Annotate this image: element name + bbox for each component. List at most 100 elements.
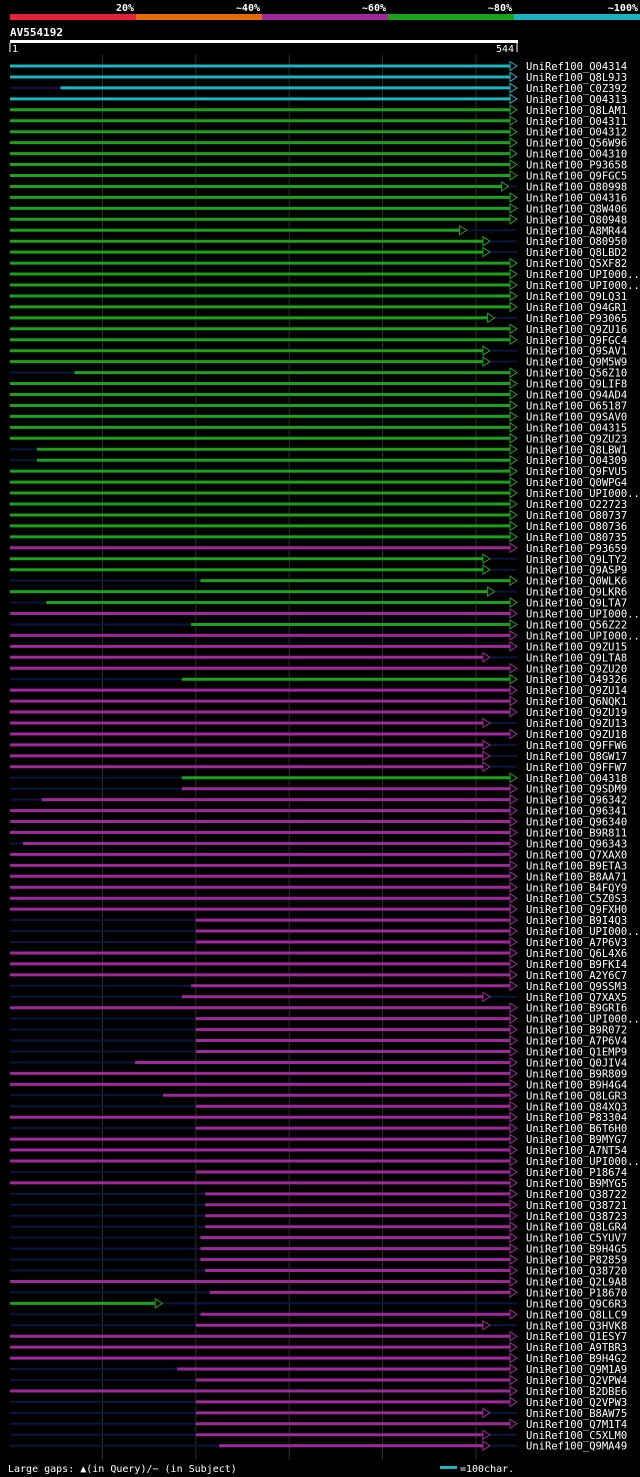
hit-row[interactable]: UniRef100_A2Y6C7 — [10, 969, 627, 982]
hit-label[interactable]: UniRef100_UPI000.. — [526, 1014, 640, 1026]
hit-row[interactable]: UniRef100_UPI000.. — [10, 1155, 640, 1168]
hit-row[interactable]: UniRef100_A9TBR3 — [10, 1341, 627, 1354]
hit-label[interactable]: UniRef100_Q8GW17 — [526, 751, 627, 763]
hit-label[interactable]: UniRef100_O04309 — [526, 455, 627, 467]
hit-row[interactable]: UniRef100_UPI000.. — [10, 268, 640, 281]
hit-label[interactable]: UniRef100_O80737 — [526, 510, 627, 522]
hit-label[interactable]: UniRef100_Q38722 — [526, 1189, 627, 1201]
hit-label[interactable]: UniRef100_C5XLM0 — [526, 1430, 627, 1442]
hit-row[interactable]: UniRef100_Q9C6R3 — [10, 1297, 627, 1310]
hit-label[interactable]: UniRef100_B2DBE6 — [526, 1386, 627, 1398]
hit-label[interactable]: UniRef100_B9GRI6 — [526, 1003, 627, 1015]
hit-row[interactable]: UniRef100_B9FKI4 — [10, 958, 627, 971]
hit-label[interactable]: UniRef100_Q9ZU15 — [526, 641, 627, 653]
hit-row[interactable]: UniRef100_Q0WPG4 — [10, 476, 627, 489]
hit-label[interactable]: UniRef100_Q6NQK1 — [526, 696, 627, 708]
hit-label[interactable]: UniRef100_Q7XAX0 — [526, 849, 627, 861]
hit-row[interactable]: UniRef100_O04313 — [10, 93, 627, 106]
hit-row[interactable]: UniRef100_Q5XF82 — [10, 257, 627, 270]
hit-row[interactable]: UniRef100_B9H4G2 — [10, 1352, 627, 1365]
hit-row[interactable]: UniRef100_O04318 — [10, 772, 627, 785]
hit-label[interactable]: UniRef100_O04310 — [526, 149, 627, 161]
hit-row[interactable]: UniRef100_Q9LTA8 — [10, 651, 627, 664]
hit-row[interactable]: UniRef100_P93658 — [10, 159, 627, 172]
hit-label[interactable]: UniRef100_Q9LQ31 — [526, 291, 627, 303]
hit-row[interactable]: UniRef100_A7P6V4 — [10, 1035, 627, 1048]
hit-label[interactable]: UniRef100_O04314 — [526, 61, 627, 73]
hit-row[interactable]: UniRef100_O80948 — [10, 213, 627, 226]
hit-label[interactable]: UniRef100_Q56Z22 — [526, 619, 627, 631]
hit-row[interactable]: UniRef100_C0Z392 — [10, 82, 627, 95]
hit-row[interactable]: UniRef100_O80737 — [10, 509, 627, 522]
hit-row[interactable]: UniRef100_Q3HVK8 — [10, 1319, 627, 1332]
hit-row[interactable]: UniRef100_P18670 — [10, 1286, 627, 1299]
hit-row[interactable]: UniRef100_Q7XAX0 — [10, 848, 627, 861]
hit-row[interactable]: UniRef100_Q56Z10 — [10, 367, 627, 380]
hit-row[interactable]: UniRef100_Q9FFW7 — [10, 761, 627, 774]
hit-label[interactable]: UniRef100_Q8LLC9 — [526, 1309, 627, 1321]
hit-row[interactable]: UniRef100_Q56W96 — [10, 137, 627, 150]
hit-label[interactable]: UniRef100_UPI000.. — [526, 630, 640, 642]
hit-row[interactable]: UniRef100_B8AA71 — [10, 870, 627, 883]
hit-label[interactable]: UniRef100_Q9ZU14 — [526, 685, 627, 697]
hit-row[interactable]: UniRef100_B2DBE6 — [10, 1385, 627, 1398]
hit-row[interactable]: UniRef100_O80736 — [10, 520, 627, 533]
hit-label[interactable]: UniRef100_P93065 — [526, 313, 627, 325]
hit-row[interactable]: UniRef100_Q7M1T4 — [10, 1418, 627, 1431]
hit-label[interactable]: UniRef100_Q9SDM9 — [526, 784, 627, 796]
hit-row[interactable]: UniRef100_O04316 — [10, 191, 627, 204]
hit-label[interactable]: UniRef100_Q9SAV0 — [526, 411, 627, 423]
hit-row[interactable]: UniRef100_Q9M1A9 — [10, 1363, 627, 1376]
hit-label[interactable]: UniRef100_Q8LGR3 — [526, 1090, 627, 1102]
hit-label[interactable]: UniRef100_B8AA71 — [526, 871, 627, 883]
hit-row[interactable]: UniRef100_Q84XQ3 — [10, 1100, 627, 1113]
hit-row[interactable]: UniRef100_B9ETA3 — [10, 859, 627, 872]
hit-row[interactable]: UniRef100_Q2VPW4 — [10, 1374, 627, 1387]
hit-label[interactable]: UniRef100_Q96342 — [526, 795, 627, 807]
hit-row[interactable]: UniRef100_B9R809 — [10, 1067, 627, 1080]
hit-label[interactable]: UniRef100_B9ETA3 — [526, 860, 627, 872]
hit-label[interactable]: UniRef100_Q84XQ3 — [526, 1101, 627, 1113]
hit-label[interactable]: UniRef100_P93658 — [526, 160, 627, 172]
hit-row[interactable]: UniRef100_B8AW75 — [10, 1407, 627, 1420]
hit-label[interactable]: UniRef100_O80736 — [526, 521, 627, 533]
hit-label[interactable]: UniRef100_C5Z0S3 — [526, 893, 627, 905]
hit-label[interactable]: UniRef100_B9H4G4 — [526, 1079, 627, 1091]
hit-row[interactable]: UniRef100_Q96342 — [10, 794, 627, 807]
hit-label[interactable]: UniRef100_B9R811 — [526, 828, 627, 840]
hit-label[interactable]: UniRef100_Q38723 — [526, 1211, 627, 1223]
hit-row[interactable]: UniRef100_B6T6H0 — [10, 1122, 627, 1135]
hit-label[interactable]: UniRef100_Q0WPG4 — [526, 477, 627, 489]
hit-row[interactable]: UniRef100_A8MR44 — [10, 224, 627, 237]
hit-label[interactable]: UniRef100_B9R809 — [526, 1068, 627, 1080]
hit-label[interactable]: UniRef100_A7NT54 — [526, 1145, 627, 1157]
hit-row[interactable]: UniRef100_Q9SDM9 — [10, 783, 627, 796]
hit-row[interactable]: UniRef100_Q96340 — [10, 816, 627, 829]
hit-row[interactable]: UniRef100_C5Z0S3 — [10, 892, 627, 905]
hit-label[interactable]: UniRef100_Q9FFW6 — [526, 740, 627, 752]
hit-row[interactable]: UniRef100_UPI000.. — [10, 608, 640, 621]
hit-label[interactable]: UniRef100_Q7M1T4 — [526, 1419, 627, 1431]
hit-row[interactable]: UniRef100_Q8LLC9 — [10, 1308, 627, 1321]
hit-label[interactable]: UniRef100_O80735 — [526, 532, 627, 544]
hit-label[interactable]: UniRef100_Q1ESY7 — [526, 1331, 627, 1343]
hit-label[interactable]: UniRef100_P82859 — [526, 1255, 627, 1267]
hit-row[interactable]: UniRef100_UPI000.. — [10, 1013, 640, 1026]
hit-row[interactable]: UniRef100_B4FQY9 — [10, 881, 627, 894]
hit-label[interactable]: UniRef100_Q5XF82 — [526, 258, 627, 270]
hit-row[interactable]: UniRef100_UPI000.. — [10, 629, 640, 642]
hit-row[interactable]: UniRef100_Q6L4X6 — [10, 947, 627, 960]
hit-label[interactable]: UniRef100_P93659 — [526, 543, 627, 555]
hit-label[interactable]: UniRef100_P83304 — [526, 1112, 627, 1124]
hit-row[interactable]: UniRef100_B9MYG5 — [10, 1177, 627, 1190]
hit-row[interactable]: UniRef100_Q9M5W9 — [10, 356, 627, 369]
hit-label[interactable]: UniRef100_Q56Z10 — [526, 368, 627, 380]
hit-row[interactable]: UniRef100_B9MYG7 — [10, 1133, 627, 1146]
hit-label[interactable]: UniRef100_Q9FVU5 — [526, 466, 627, 478]
hit-label[interactable]: UniRef100_Q9C6R3 — [526, 1298, 627, 1310]
hit-label[interactable]: UniRef100_Q9LTA8 — [526, 652, 627, 664]
hit-label[interactable]: UniRef100_Q9SAV1 — [526, 346, 627, 358]
hit-label[interactable]: UniRef100_Q8LAM1 — [526, 105, 627, 117]
hit-row[interactable]: UniRef100_Q94GR1 — [10, 301, 627, 314]
hit-label[interactable]: UniRef100_B9R072 — [526, 1025, 627, 1037]
